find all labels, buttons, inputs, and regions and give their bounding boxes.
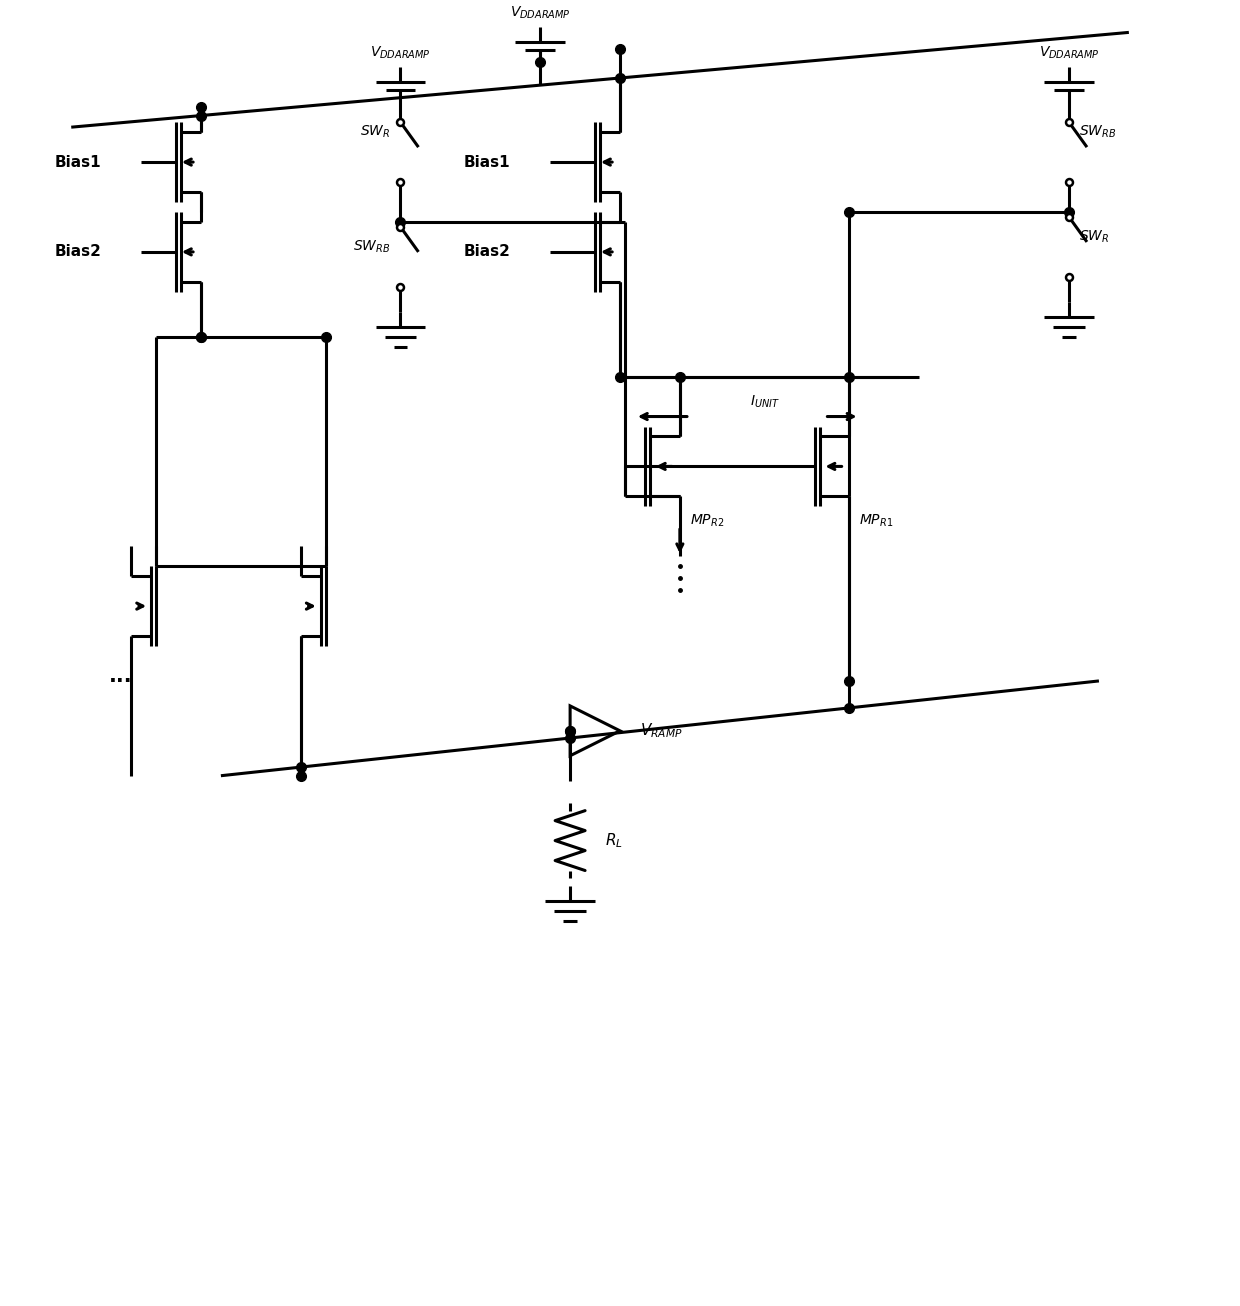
Text: $SW_R$: $SW_R$ xyxy=(360,124,391,140)
Text: $MP_{R1}$: $MP_{R1}$ xyxy=(859,513,894,529)
Text: Bias2: Bias2 xyxy=(55,244,102,260)
Text: $V_{DDARAMP}$: $V_{DDARAMP}$ xyxy=(370,44,430,60)
Text: $SW_{RB}$: $SW_{RB}$ xyxy=(353,239,391,255)
Text: $V_{RAMP}$: $V_{RAMP}$ xyxy=(640,721,683,741)
Text: $V_{DDARAMP}$: $V_{DDARAMP}$ xyxy=(1039,44,1100,60)
Text: Bias2: Bias2 xyxy=(464,244,510,260)
Text: $I_{UNIT}$: $I_{UNIT}$ xyxy=(750,393,780,410)
Text: $SW_R$: $SW_R$ xyxy=(1079,229,1110,246)
Text: ...: ... xyxy=(109,666,133,686)
Text: $MP_{R2}$: $MP_{R2}$ xyxy=(689,513,724,529)
Text: $SW_{RB}$: $SW_{RB}$ xyxy=(1079,124,1116,140)
Text: $V_{DDARAMP}$: $V_{DDARAMP}$ xyxy=(510,4,570,21)
Text: Bias1: Bias1 xyxy=(464,154,510,170)
Text: $R_L$: $R_L$ xyxy=(605,831,622,850)
Text: Bias1: Bias1 xyxy=(55,154,102,170)
